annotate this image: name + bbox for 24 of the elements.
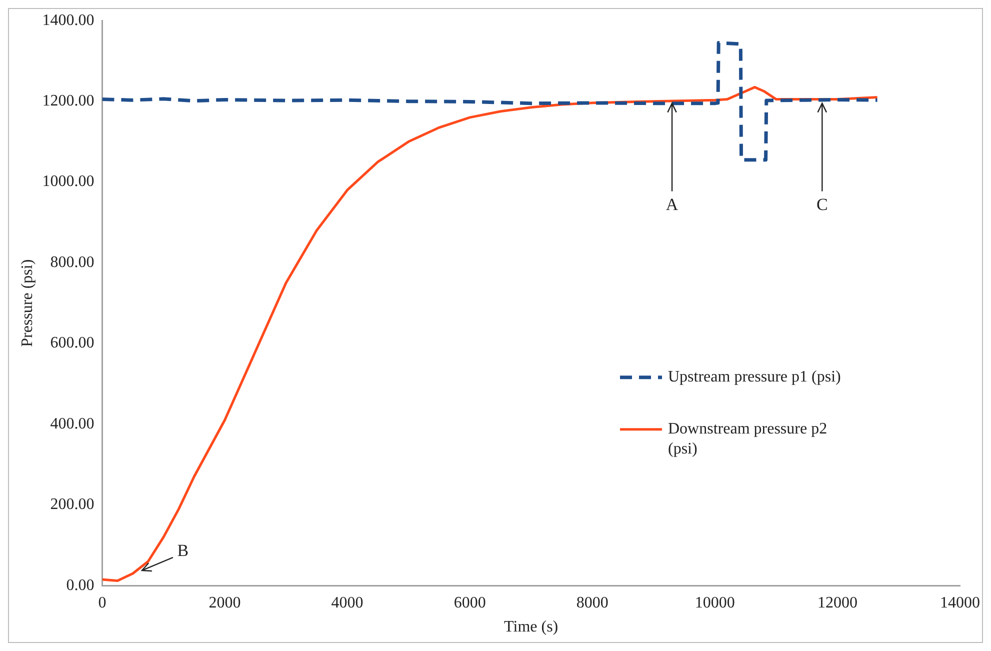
- y-tick-label: 400.00: [50, 415, 94, 432]
- legend-label: Downstream pressure p2 (psi): [668, 420, 828, 458]
- x-tick-label: 10000: [694, 594, 735, 612]
- y-tick-label: 0.00: [66, 576, 94, 594]
- x-tick-label: 2000: [208, 594, 241, 612]
- x-tick-label: 0: [98, 594, 106, 612]
- y-tick-label: 600.00: [50, 334, 94, 352]
- y-tick-label: 1200.00: [42, 92, 94, 110]
- x-tick-label: 14000: [940, 594, 980, 612]
- y-axis-title: Pressure (psi): [18, 259, 36, 347]
- legend-label: Upstream pressure p1 (psi): [668, 368, 841, 386]
- annotation: A: [666, 194, 679, 214]
- y-tick-label: 1000.00: [42, 173, 94, 190]
- x-tick-label: 12000: [817, 594, 858, 612]
- x-tick-label: 4000: [331, 594, 364, 612]
- x-tick-label: 6000: [454, 594, 486, 612]
- y-tick-label: 800.00: [50, 254, 94, 271]
- line-series: [102, 41, 880, 162]
- x-tick-label: 8000: [576, 594, 608, 612]
- annotation: C: [816, 194, 828, 214]
- x-axis-title: Time (s): [504, 618, 558, 636]
- y-tick-label: 1400.00: [42, 12, 94, 29]
- annotation: B: [177, 540, 189, 560]
- y-tick-label: 200.00: [50, 496, 94, 514]
